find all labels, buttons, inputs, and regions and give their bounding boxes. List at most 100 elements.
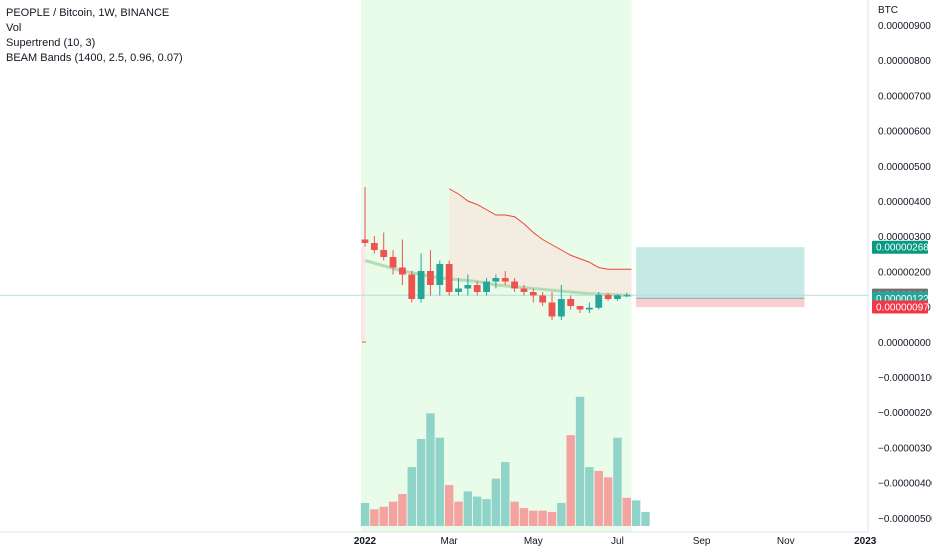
volume-bar [435,437,444,526]
volume-bar [388,501,398,526]
price-axis-tick-label: −0.00000400 [878,479,932,490]
candle-body [548,302,556,317]
candle-body [539,295,547,303]
volume-bar [641,511,650,526]
price-axis-tick-label: 0.00000000 [878,338,931,349]
price-axis-tick-label: 0.00000700 [878,91,931,102]
volume-bar [407,467,416,526]
time-axis-tick-label: Nov [777,536,795,547]
candle-body [576,306,584,310]
candle-body [380,250,388,257]
candle-body [436,264,444,285]
price-tag-label: 0.00000122 [876,294,929,305]
volume-bar [575,396,585,526]
volume-bar [613,437,622,526]
volume-bar [622,497,631,526]
candle-body [614,295,621,299]
time-axis-tick-label: Jul [611,536,624,547]
price-axis-tick-label: 0.00000800 [878,56,931,67]
candle-body [427,271,434,285]
candle-body [399,267,406,275]
candle-body [492,278,500,282]
price-axis-tick-label: 0.00000400 [878,197,931,208]
price-axis-tick-label: −0.00000200 [878,408,932,419]
candle-body [557,299,565,317]
beam-upper-line [448,188,632,270]
candle-body [604,294,612,299]
volume-bar [482,499,491,526]
price-axis-unit: BTC [878,5,898,16]
time-axis-tick-label: Sep [693,536,711,547]
volume-bar [603,477,613,526]
symbol-title[interactable]: PEOPLE / Bitcoin, 1W, BINANCE [6,7,170,19]
volume-bar [491,478,501,526]
volume-bar [426,413,435,526]
time-axis-tick-label: 2023 [854,536,877,547]
candle-body [483,281,490,292]
candle-body [389,257,397,268]
price-axis-tick-label: 0.00000200 [878,267,931,278]
volume-bar [585,467,594,526]
price-axis-tick-label: 0.00000600 [878,127,931,138]
candle-body [464,285,472,289]
indicator-beam-bands-label[interactable]: BEAM Bands (1400, 2.5, 0.96, 0.07) [6,52,183,64]
price-tag-background [872,240,928,254]
candle-body [455,288,462,292]
volume-bar [557,502,566,526]
candle-body [473,285,481,292]
price-tag-label: 0.00000097 [876,303,929,314]
volume-bar [370,509,379,526]
candle-body [445,264,453,292]
candle-body [417,271,425,299]
candle-body [595,294,603,308]
candle-body [520,288,528,292]
volume-bar [379,506,388,526]
indicator-supertrend-label[interactable]: Supertrend (10, 3) [6,37,96,49]
candle-body [501,278,509,282]
time-axis-tick-label: May [524,536,543,547]
volume-bar [594,470,603,526]
price-axis-tick-label: 0.00000300 [878,232,931,243]
time-axis-tick-label: 2022 [354,536,377,547]
price-axis-tick-label: −0.00000300 [878,443,932,454]
candle-body [408,274,416,299]
price-tag: 0.00000097 [872,300,929,314]
price-axis-tick-label: 0.00000900 [878,21,931,32]
price-tag-background [872,300,928,314]
candle-body [623,295,631,297]
volume-bar [416,438,426,526]
price-tag: 0.00000268 [872,240,929,254]
long-position-target-zone [636,247,805,299]
volume-bar [519,508,529,526]
volume-bar [501,462,510,526]
volume-bar [398,494,407,526]
candle-body [529,292,537,296]
time-axis-tick-label: Mar [441,536,459,547]
indicator-vol-label[interactable]: Vol [6,22,22,34]
volume-bar [631,500,641,526]
volume-bar [510,501,519,526]
volume-bar [529,510,538,526]
candle-body [567,299,575,306]
candle-body [370,243,378,250]
price-axis-tick-label: −0.00000100 [878,373,932,384]
volume-bar [463,491,473,526]
volume-bar [444,485,454,526]
price-axis-tick-label: −0.00000500 [878,514,932,525]
price-tag-label: 0.00000268 [876,243,929,254]
candle-body [361,239,369,243]
beam-band-fill [449,188,632,296]
volume-bar [454,501,463,526]
volume-bar [566,435,575,526]
volume-bar [360,502,370,526]
long-position-stop-zone [636,298,805,308]
candle-body [586,307,593,310]
volume-bar [547,511,557,526]
supertrend-initial-band [361,246,365,341]
candle-body [511,281,518,289]
chart-legend: PEOPLE / Bitcoin, 1W, BINANCE Vol Supert… [6,6,183,66]
volume-bar [538,510,547,526]
volume-bar [473,496,482,526]
